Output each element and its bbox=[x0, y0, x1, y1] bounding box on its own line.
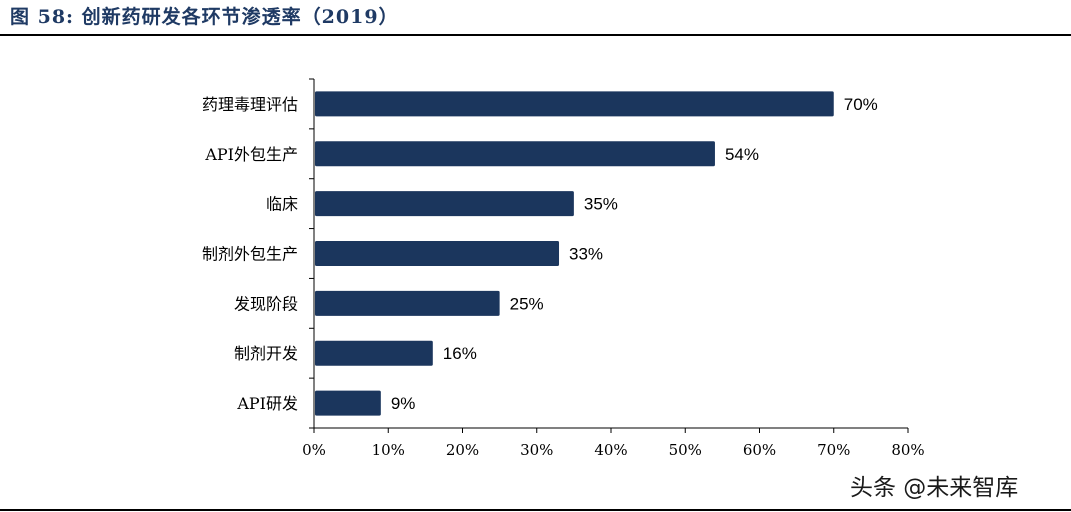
bar bbox=[315, 241, 560, 266]
category-label: API外包生产 bbox=[204, 145, 298, 164]
category-label: 临床 bbox=[266, 195, 298, 214]
bar bbox=[315, 91, 834, 117]
x-tick-label: 40% bbox=[594, 441, 627, 459]
bar bbox=[315, 141, 715, 167]
x-tick-label: 0% bbox=[302, 441, 326, 459]
data-label: 33% bbox=[569, 245, 603, 264]
top-rule bbox=[0, 34, 1071, 36]
x-tick-label: 80% bbox=[891, 441, 924, 459]
data-label: 70% bbox=[844, 95, 878, 114]
category-label: 药理毒理评估 bbox=[202, 95, 298, 114]
data-label: 54% bbox=[725, 145, 759, 164]
category-label: 制剂外包生产 bbox=[202, 245, 298, 264]
x-tick-label: 60% bbox=[743, 441, 776, 459]
data-label: 9% bbox=[391, 394, 416, 413]
x-tick-label: 20% bbox=[446, 441, 479, 459]
x-tick-label: 30% bbox=[520, 441, 553, 459]
bar bbox=[315, 390, 381, 416]
x-tick-label: 50% bbox=[669, 441, 702, 459]
data-label: 25% bbox=[510, 294, 544, 313]
data-label: 35% bbox=[584, 195, 618, 214]
x-tick-label: 10% bbox=[372, 441, 405, 459]
figure-title: 图 58: 创新药研发各环节渗透率（2019） bbox=[10, 6, 399, 28]
bar bbox=[315, 340, 433, 366]
category-label: 制剂开发 bbox=[234, 344, 298, 363]
x-tick-label: 70% bbox=[817, 441, 850, 459]
bar bbox=[315, 290, 500, 316]
watermark: 头条 @未来智库 bbox=[850, 475, 1019, 501]
category-label: API研发 bbox=[236, 394, 298, 413]
category-label: 发现阶段 bbox=[234, 294, 298, 313]
bottom-rule bbox=[0, 509, 1071, 511]
data-label: 16% bbox=[443, 344, 477, 363]
bar bbox=[315, 191, 574, 217]
